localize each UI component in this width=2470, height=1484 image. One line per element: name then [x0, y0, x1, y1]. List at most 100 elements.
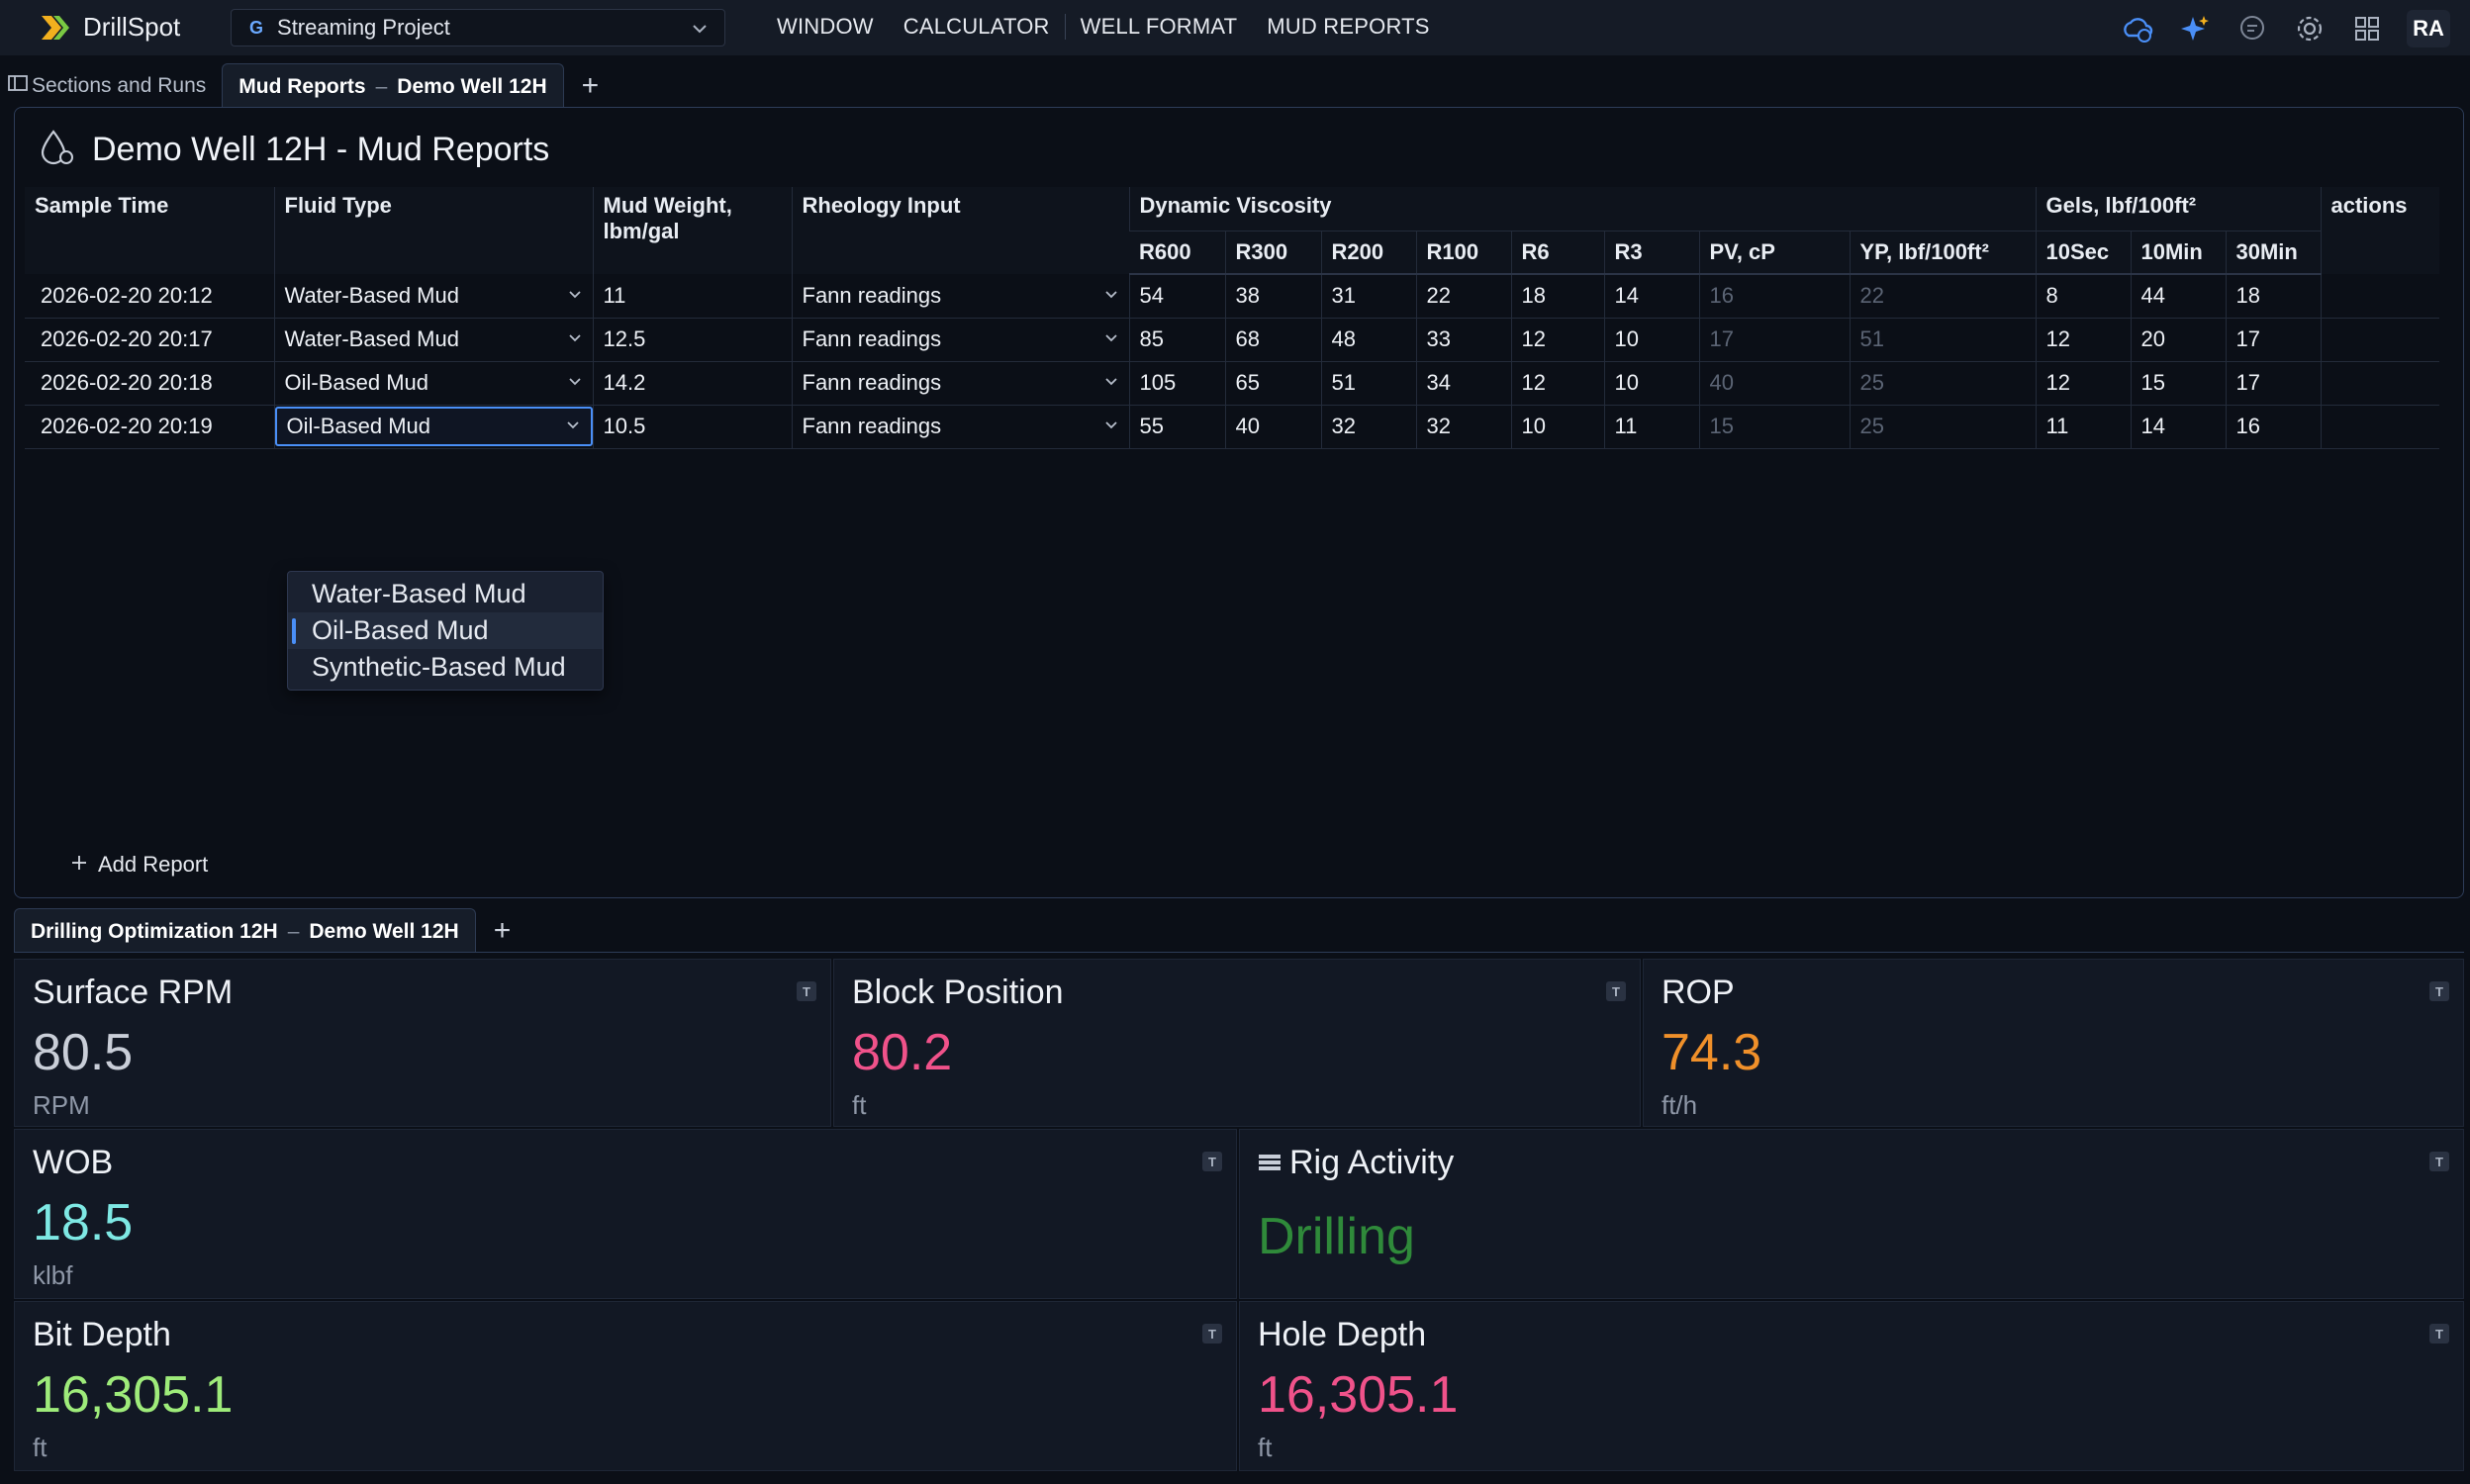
cell-g30m[interactable]: 18: [2225, 274, 2321, 319]
cell-r6[interactable]: 12: [1510, 361, 1604, 406]
cell-fluid-type[interactable]: Water-Based Mud: [273, 318, 593, 362]
ai-sparkle-icon[interactable]: [2177, 11, 2213, 46]
header-fluid-type[interactable]: Fluid Type: [273, 187, 593, 274]
add-tab-button[interactable]: +: [493, 914, 512, 947]
settings-gear-icon[interactable]: [2292, 11, 2328, 46]
dropdown-option-water-based[interactable]: Water-Based Mud: [312, 579, 526, 608]
cell-mud-weight[interactable]: 14.2: [592, 361, 792, 406]
header-pv[interactable]: PV, cP: [1698, 230, 1850, 275]
user-avatar[interactable]: RA: [2407, 10, 2450, 47]
nav-calculator[interactable]: CALCULATOR: [902, 14, 1050, 39]
text-mode-icon[interactable]: T: [797, 981, 816, 1001]
card-bit-depth[interactable]: Bit Depth 16,305.1 ft T: [14, 1301, 1237, 1471]
nav-mud-reports[interactable]: MUD REPORTS: [1267, 14, 1430, 39]
cell-r100[interactable]: 22: [1415, 274, 1511, 319]
cell-r100[interactable]: 33: [1415, 318, 1511, 362]
cell-r6[interactable]: 12: [1510, 318, 1604, 362]
fluid-type-select[interactable]: Water-Based Mud: [285, 276, 583, 316]
card-hole-depth[interactable]: Hole Depth 16,305.1 ft T: [1239, 1301, 2464, 1471]
dropdown-option-synthetic-based[interactable]: Synthetic-Based Mud: [312, 652, 566, 682]
cell-g10s[interactable]: 12: [2035, 318, 2131, 362]
cell-sample-time[interactable]: 2026-02-20 20:19: [25, 405, 274, 449]
cell-fluid-type[interactable]: Oil-Based Mud: [273, 361, 593, 406]
header-r600[interactable]: R600: [1129, 230, 1225, 275]
tab-mud-reports[interactable]: Mud Reports – Demo Well 12H: [222, 63, 564, 109]
cell-r300[interactable]: 38: [1224, 274, 1321, 319]
card-rop[interactable]: ROP 74.3 ft/h T: [1643, 959, 2464, 1127]
cell-rheology-input[interactable]: Fann readings: [791, 361, 1129, 406]
cell-fluid-type[interactable]: Oil-Based Mud: [273, 405, 593, 449]
cell-g10m[interactable]: 14: [2130, 405, 2226, 449]
cell-r3[interactable]: 11: [1603, 405, 1699, 449]
text-mode-icon[interactable]: T: [1202, 1152, 1222, 1171]
table-row[interactable]: 2026-02-20 20:12 Water-Based Mud 11 Fann re…: [25, 274, 2439, 319]
tab-sections-and-runs[interactable]: Sections and Runs: [0, 63, 222, 109]
cell-r200[interactable]: 31: [1320, 274, 1416, 319]
cell-r200[interactable]: 51: [1320, 361, 1416, 406]
layout-grid-icon[interactable]: [2349, 11, 2385, 46]
cell-r300[interactable]: 40: [1224, 405, 1321, 449]
text-mode-icon[interactable]: T: [1606, 981, 1626, 1001]
cell-r600[interactable]: 85: [1128, 318, 1225, 362]
header-rheology-input[interactable]: Rheology Input: [791, 187, 1129, 274]
cell-g30m[interactable]: 16: [2225, 405, 2321, 449]
cell-rheology-input[interactable]: Fann readings: [791, 274, 1129, 319]
cell-actions[interactable]: [2320, 274, 2439, 319]
cell-mud-weight[interactable]: 12.5: [592, 318, 792, 362]
sidebar-toggle-icon[interactable]: [8, 74, 28, 98]
table-row[interactable]: 2026-02-20 20:19 Oil-Based Mud 10.5 Fann re…: [25, 405, 2439, 449]
cell-r3[interactable]: 14: [1603, 274, 1699, 319]
header-r300[interactable]: R300: [1224, 230, 1321, 275]
rheology-select[interactable]: Fann readings: [803, 276, 1119, 316]
fluid-type-select[interactable]: Oil-Based Mud: [274, 407, 593, 446]
rheology-select[interactable]: Fann readings: [803, 320, 1119, 359]
nav-window[interactable]: WINDOW: [777, 14, 874, 39]
header-r100[interactable]: R100: [1415, 230, 1511, 275]
text-mode-icon[interactable]: T: [2429, 981, 2449, 1001]
fluid-type-select[interactable]: Water-Based Mud: [285, 320, 583, 359]
card-wob[interactable]: WOB 18.5 klbf T: [14, 1129, 1237, 1299]
cell-mud-weight[interactable]: 11: [592, 274, 792, 319]
cell-g10m[interactable]: 44: [2130, 274, 2226, 319]
card-surface-rpm[interactable]: Surface RPM 80.5 RPM T: [14, 959, 831, 1127]
cell-actions[interactable]: [2320, 405, 2439, 449]
cell-g10s[interactable]: 11: [2035, 405, 2131, 449]
cell-r600[interactable]: 55: [1128, 405, 1225, 449]
cell-actions[interactable]: [2320, 361, 2439, 406]
cell-r3[interactable]: 10: [1603, 318, 1699, 362]
cell-g30m[interactable]: 17: [2225, 361, 2321, 406]
cell-g10m[interactable]: 15: [2130, 361, 2226, 406]
chat-icon[interactable]: [2234, 11, 2270, 46]
cell-mud-weight[interactable]: 10.5: [592, 405, 792, 449]
nav-well-format[interactable]: WELL FORMAT: [1064, 14, 1253, 40]
cell-fluid-type[interactable]: Water-Based Mud: [273, 274, 593, 319]
cell-rheology-input[interactable]: Fann readings: [791, 318, 1129, 362]
header-r6[interactable]: R6: [1510, 230, 1604, 275]
cell-sample-time[interactable]: 2026-02-20 20:12: [25, 274, 274, 319]
cell-sample-time[interactable]: 2026-02-20 20:17: [25, 318, 274, 362]
header-gel-10min[interactable]: 10Min: [2130, 230, 2226, 275]
cell-r300[interactable]: 68: [1224, 318, 1321, 362]
cell-r300[interactable]: 65: [1224, 361, 1321, 406]
cell-r100[interactable]: 34: [1415, 361, 1511, 406]
header-r3[interactable]: R3: [1603, 230, 1699, 275]
cell-r100[interactable]: 32: [1415, 405, 1511, 449]
dropdown-option-oil-based[interactable]: Oil-Based Mud: [288, 612, 603, 649]
cell-actions[interactable]: [2320, 318, 2439, 362]
header-gel-30min[interactable]: 30Min: [2225, 230, 2321, 275]
header-r200[interactable]: R200: [1320, 230, 1416, 275]
add-report-button[interactable]: Add Report: [70, 852, 208, 878]
cell-r600[interactable]: 105: [1128, 361, 1225, 406]
cloud-sync-icon[interactable]: [2120, 11, 2155, 46]
cell-r6[interactable]: 18: [1510, 274, 1604, 319]
rheology-select[interactable]: Fann readings: [803, 407, 1119, 446]
cell-g10m[interactable]: 20: [2130, 318, 2226, 362]
text-mode-icon[interactable]: T: [1202, 1324, 1222, 1344]
table-row[interactable]: 2026-02-20 20:17 Water-Based Mud 12.5 Fann …: [25, 318, 2439, 362]
card-rig-activity[interactable]: Rig Activity Drilling T: [1239, 1129, 2464, 1299]
cell-g10s[interactable]: 12: [2035, 361, 2131, 406]
cell-g30m[interactable]: 17: [2225, 318, 2321, 362]
header-gel-10sec[interactable]: 10Sec: [2035, 230, 2131, 275]
cell-r3[interactable]: 10: [1603, 361, 1699, 406]
text-mode-icon[interactable]: T: [2429, 1152, 2449, 1171]
